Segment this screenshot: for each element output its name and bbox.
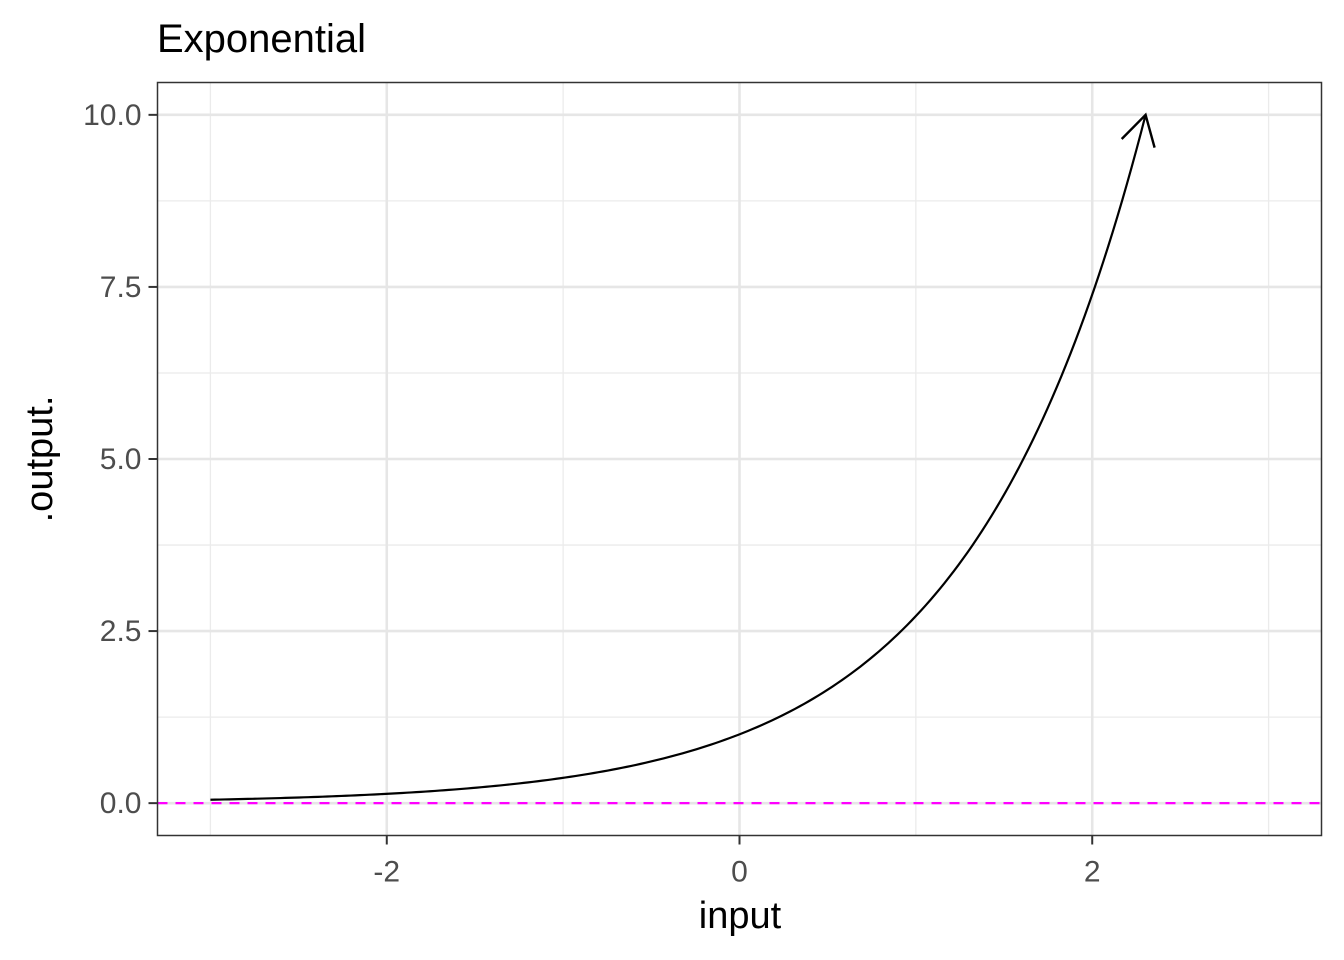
y-tick-label: 7.5 [100, 271, 142, 304]
y-tick-label: 2.5 [100, 615, 142, 648]
series-line-exp [210, 114, 1147, 801]
y-tick-label: 0.0 [100, 787, 142, 820]
series-arrowhead [1120, 112, 1156, 148]
x-tick-label: 0 [731, 856, 748, 889]
chart-title: Exponential [157, 17, 366, 61]
x-axis: -2 0 2 [373, 835, 1101, 889]
y-tick-label: 10.0 [83, 99, 141, 132]
y-axis-title: .output. [19, 396, 61, 523]
series-layer [210, 112, 1156, 801]
x-tick-label: 2 [1084, 856, 1101, 889]
grid-lines [157, 82, 1322, 836]
x-tick-label: -2 [373, 856, 400, 889]
y-tick-label: 5.0 [100, 443, 142, 476]
x-axis-title: input [699, 895, 782, 937]
y-axis: 0.0 2.5 5.0 7.5 10.0 [83, 99, 158, 820]
